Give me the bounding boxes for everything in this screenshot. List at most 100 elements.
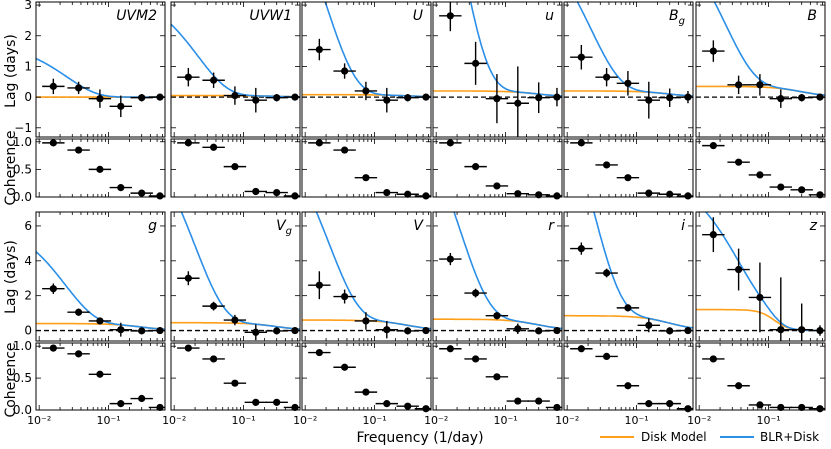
row2-panel-g-coherence-point bbox=[49, 344, 57, 352]
row1-panel-bg-lag-point bbox=[666, 94, 674, 102]
row1-panel-u-coherence-frame bbox=[432, 138, 563, 198]
row1-panel-uvm2-lag-ytick-label: 2 bbox=[24, 29, 32, 43]
legend-disk-label: Disk Model bbox=[641, 430, 707, 444]
row1-panel-u-coherence-frame bbox=[301, 138, 432, 198]
row1-panel-b-lag-point bbox=[735, 81, 743, 89]
row1-panel-uvw1-lag-frame bbox=[170, 1, 301, 138]
row1-panel-u-coherence-point bbox=[493, 182, 501, 190]
row1-panel-uvm2-lag-point bbox=[138, 94, 146, 102]
row1-panel-bg-lag-point bbox=[645, 96, 653, 104]
row1-panel-uvm2-coherence-point bbox=[117, 184, 125, 192]
row2-panel-vg-coherence-point bbox=[273, 398, 281, 406]
row1-panel-bg-coherence-point bbox=[684, 192, 692, 200]
row1-panel-u-lag-point bbox=[404, 94, 412, 102]
x-axis-label: Frequency (1/day) bbox=[356, 430, 483, 446]
row2-panel-vg-lag-point bbox=[210, 302, 218, 310]
row1-panel-u-lag-point bbox=[446, 12, 454, 20]
row2-panel-g-lag-point bbox=[117, 326, 125, 334]
row1-panel-uvw1: UVW1 bbox=[170, 1, 301, 200]
row1-panel-u-lag-point bbox=[472, 59, 480, 67]
row2-panel-vg-band-label: Vg bbox=[276, 218, 292, 237]
row2-panel-vg-coherence-point bbox=[252, 398, 260, 406]
row2-panel-i-lag-frame bbox=[563, 211, 694, 342]
row1-panel-uvw1-coherence-point bbox=[184, 139, 192, 147]
row1-panel-uvw1-coherence-point bbox=[231, 163, 239, 171]
legend-blr-label: BLR+Disk bbox=[760, 430, 819, 444]
row2-panel-g-coherence-frame bbox=[35, 342, 166, 411]
row2-panel-v-lag-point bbox=[383, 326, 391, 334]
row1-panel-bg-coherence-point bbox=[624, 174, 632, 182]
row2-panel-i-coherence-point bbox=[603, 352, 611, 360]
row2-panel-z-lag-point bbox=[756, 293, 764, 302]
row2-panel-r-lag-point bbox=[472, 289, 480, 297]
row2-panel-z-coherence-frame bbox=[695, 342, 826, 411]
row1-panel-uvm2-coherence-ytick-label: 0.5 bbox=[13, 162, 32, 176]
row1-panel-u-lag-point bbox=[315, 45, 323, 54]
row1-panel-uvm2-coherence-point bbox=[156, 192, 164, 200]
row2-panel-i-lag-point bbox=[684, 326, 692, 335]
row1-panel-u-coherence-point bbox=[422, 192, 430, 200]
row2-panel-i-coherence-point bbox=[645, 400, 653, 408]
row1-panel-bg-coherence-point bbox=[603, 161, 611, 169]
row2-panel-vg-coherence-frame bbox=[170, 342, 301, 411]
row2-panel-g-lag-point bbox=[156, 326, 164, 335]
row1-panel-uvw1-lag-point bbox=[231, 91, 239, 100]
row2-panel-v-band-label: V bbox=[413, 218, 424, 234]
row2-panel-vg-x-ticklabel: 10⁻² bbox=[162, 414, 186, 427]
row1-panel-uvw1-coherence-point bbox=[291, 192, 299, 200]
row2-panel-g-lag-ytick-label: 4 bbox=[24, 254, 32, 268]
row1-panel-bg-coherence-point bbox=[645, 189, 653, 197]
row1-panel-u-lag-point bbox=[422, 93, 430, 101]
row2-panel-g-lag-point bbox=[75, 308, 83, 316]
row2-panel-r-x-ticklabel: 10⁻¹ bbox=[493, 414, 517, 427]
row1-panel-uvm2-lag-point bbox=[156, 93, 164, 101]
row1-panel-b-coherence-point bbox=[798, 186, 806, 194]
row2-panel-v-coherence-point bbox=[341, 363, 349, 371]
row1-panel-uvm2-coherence-ytick-label: 1.0 bbox=[13, 135, 32, 149]
row2-panel-g-coherence-ytick-label: 0.0 bbox=[13, 403, 32, 417]
row2-panel-i-lag-point bbox=[666, 327, 674, 335]
row1-panel-bg-lag-point bbox=[624, 79, 632, 87]
row1-panel-uvw1-lag-point bbox=[252, 96, 260, 104]
row1-panel-bg-lag-point bbox=[577, 53, 585, 61]
row2-panel-i-x-ticklabel: 10⁻¹ bbox=[624, 414, 648, 427]
row2-panel-g: g 0 2 4 6 0.0 0.5 1.0 10⁻² 10⁻¹ bbox=[13, 211, 166, 427]
row2-panel-z-lag-frame bbox=[695, 211, 826, 342]
row2-panel-r-coherence-point bbox=[446, 345, 454, 353]
row1-panel-uvw1-band-label: UVW1 bbox=[249, 8, 292, 24]
row2-panel-r-coherence-point bbox=[553, 403, 561, 412]
row2-panel-z: z 10⁻² 10⁻¹ bbox=[687, 211, 826, 427]
row2-panel-r: r 10⁻² 10⁻¹ bbox=[424, 211, 563, 427]
row2-panel-r-disk-model-curve bbox=[433, 318, 562, 330]
row2-panel-g-lag-frame bbox=[35, 211, 166, 342]
row2-panel-v-coherence-point bbox=[315, 348, 323, 357]
row1-panel-b: B bbox=[695, 1, 826, 199]
row2-panel-r-coherence-point bbox=[493, 373, 501, 381]
row1-panel-u-lag-point bbox=[341, 67, 349, 75]
row1-panel-uvw1-blr-disk-curve bbox=[171, 23, 300, 98]
row2-panel-i-lag-point bbox=[645, 321, 653, 329]
row2-panel-z-coherence-point bbox=[735, 382, 743, 390]
row1-panel-u-lag-point bbox=[362, 87, 370, 95]
row2-panel-r-coherence-point bbox=[472, 355, 480, 363]
row1-panel-bg-lag-point bbox=[684, 93, 692, 101]
row1-panel-uvm2-coherence-ytick-label: 0.0 bbox=[13, 190, 32, 204]
row2-panel-vg-lag-point bbox=[273, 327, 281, 335]
row2-panel-v-coherence-point bbox=[422, 405, 430, 413]
row1-panel-bg-lag-point bbox=[603, 73, 611, 81]
row1-panel-bg: Bg bbox=[563, 1, 694, 200]
row2-panel-r-lag-point bbox=[535, 327, 543, 335]
row2-panel-g-coherence-point bbox=[117, 400, 125, 408]
row2-panel-z-lag-point bbox=[816, 326, 824, 335]
row2-panel-g-lag-ytick-label: 0 bbox=[24, 324, 32, 338]
row2-panel-z-x-ticklabel: 10⁻¹ bbox=[756, 414, 780, 427]
row2-panel-vg-lag-point bbox=[184, 274, 192, 282]
row2-panel-g-coherence-point bbox=[156, 403, 164, 412]
row1-panel-uvm2: UVM2 −1 0 1 2 3 0.0 0.5 1.0 bbox=[13, 0, 166, 204]
row1-panel-u-coherence-point bbox=[472, 163, 480, 171]
row1-panel-b-lag-frame bbox=[695, 1, 826, 138]
row2-panel-z-lag-point bbox=[798, 326, 806, 334]
row1-panel-bg-lag-frame bbox=[563, 1, 694, 138]
